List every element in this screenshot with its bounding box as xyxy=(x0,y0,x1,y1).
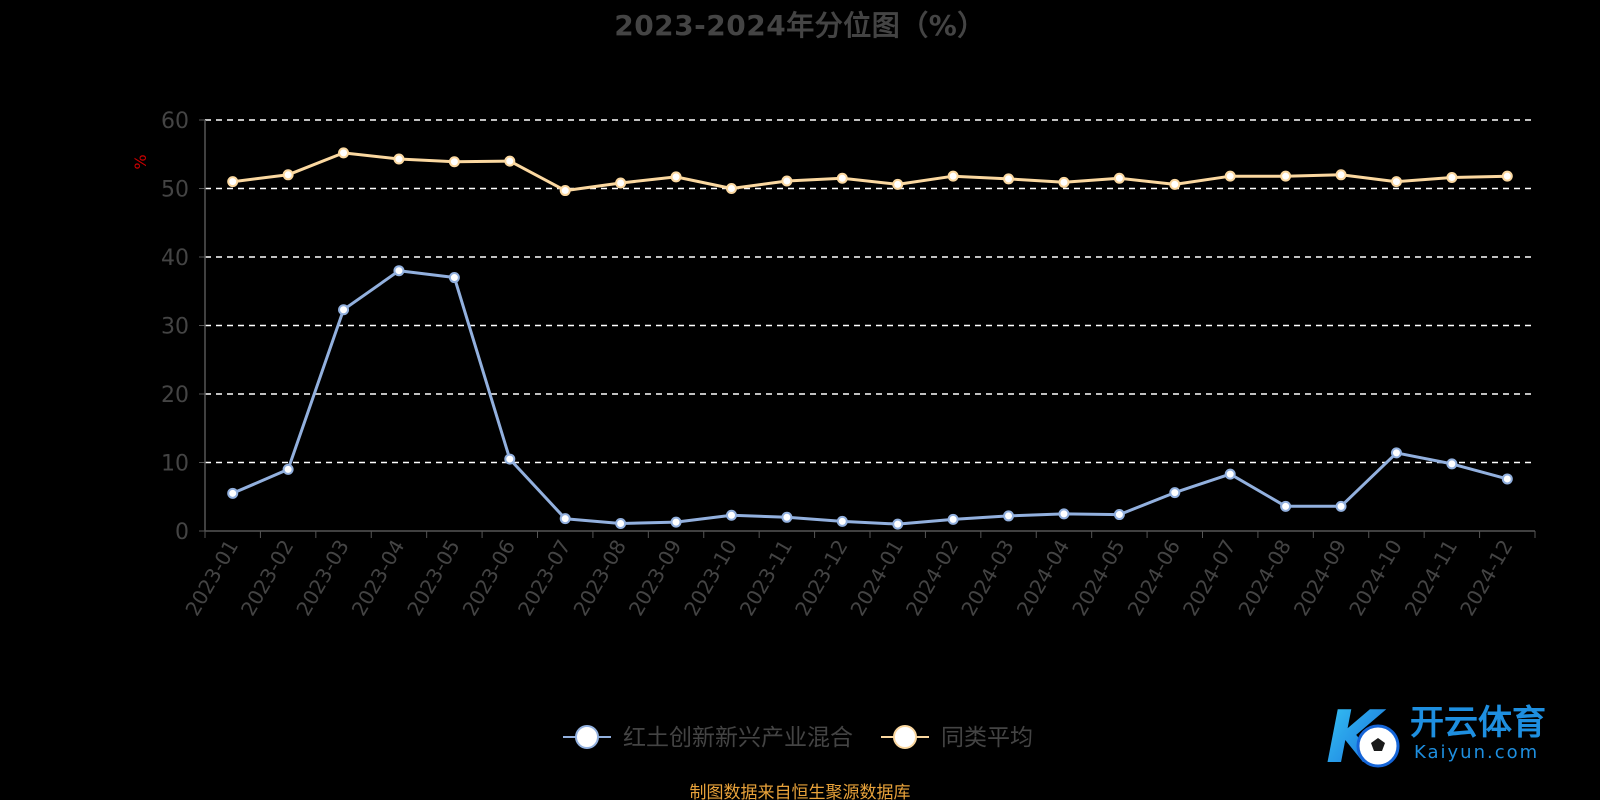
y-axis-label: % xyxy=(131,154,150,169)
y-tick-label: 50 xyxy=(161,178,189,203)
legend-marker-1 xyxy=(575,725,599,749)
data-point-series-1 xyxy=(892,518,904,530)
x-tick-label: 2024-09 xyxy=(1289,536,1352,620)
data-point-series-1 xyxy=(282,463,294,475)
data-point-series-2 xyxy=(615,177,627,189)
x-tick-label: 2023-10 xyxy=(679,536,742,620)
data-point-series-1 xyxy=(1113,509,1125,521)
x-tick-label: 2024-06 xyxy=(1123,536,1186,620)
data-point-series-1 xyxy=(1003,510,1015,522)
data-point-series-2 xyxy=(282,169,294,181)
x-tick-label: 2023-04 xyxy=(347,536,410,620)
x-tick-label: 2024-02 xyxy=(901,536,964,620)
data-point-series-2 xyxy=(448,156,460,168)
data-point-series-1 xyxy=(1335,500,1347,512)
data-point-series-1 xyxy=(1224,468,1236,480)
y-tick-label: 30 xyxy=(161,315,189,340)
y-tick-label: 10 xyxy=(161,452,189,477)
data-point-series-2 xyxy=(670,171,682,183)
y-tick-label: 0 xyxy=(175,520,189,545)
data-point-series-2 xyxy=(338,147,350,159)
source-note: 制图数据来自恒生聚源数据库 xyxy=(689,783,911,800)
data-point-series-2 xyxy=(781,175,793,187)
data-point-series-2 xyxy=(947,170,959,182)
data-point-series-2 xyxy=(1501,170,1513,182)
x-tick-label: 2023-02 xyxy=(236,536,299,620)
data-point-series-2 xyxy=(1390,176,1402,188)
data-point-series-1 xyxy=(1501,473,1513,485)
x-tick-label: 2023-08 xyxy=(568,536,631,620)
data-point-series-1 xyxy=(227,487,239,499)
x-tick-label: 2024-10 xyxy=(1344,536,1407,620)
data-point-series-1 xyxy=(725,509,737,521)
x-tick-label: 2023-05 xyxy=(402,536,465,620)
chart-title: 2023-2024年分位图（%） xyxy=(614,9,986,42)
x-tick-label: 2023-12 xyxy=(790,536,853,620)
y-tick-label: 20 xyxy=(161,383,189,408)
data-point-series-2 xyxy=(227,176,239,188)
data-point-series-1 xyxy=(448,272,460,284)
x-tick-label: 2024-05 xyxy=(1067,536,1130,620)
x-tick-label: 2024-08 xyxy=(1233,536,1296,620)
x-tick-label: 2023-03 xyxy=(291,536,354,620)
data-point-series-1 xyxy=(559,513,571,525)
data-point-series-2 xyxy=(1224,170,1236,182)
data-point-series-1 xyxy=(1446,458,1458,470)
data-point-series-2 xyxy=(1335,169,1347,181)
data-point-series-2 xyxy=(1169,178,1181,190)
series-line-2 xyxy=(232,151,1508,193)
x-tick-label: 2024-12 xyxy=(1455,536,1518,620)
legend-marker-2 xyxy=(893,725,917,749)
data-point-series-1 xyxy=(338,304,350,316)
x-tick-label: 2023-09 xyxy=(624,536,687,620)
watermark-domain-text: Kaiyun.com xyxy=(1414,742,1539,763)
data-point-series-1 xyxy=(1058,508,1070,520)
data-point-series-1 xyxy=(393,265,405,277)
y-tick-label: 60 xyxy=(161,109,189,134)
x-tick-label: 2024-03 xyxy=(956,536,1019,620)
data-point-series-2 xyxy=(559,185,571,197)
x-tick-label: 2024-11 xyxy=(1400,536,1463,620)
data-point-series-1 xyxy=(836,515,848,527)
data-point-series-1 xyxy=(1280,500,1292,512)
x-tick-label: 2024-01 xyxy=(845,536,908,620)
data-point-series-2 xyxy=(393,153,405,165)
x-tick-label: 2024-04 xyxy=(1012,536,1075,620)
data-point-series-1 xyxy=(781,511,793,523)
data-point-series-2 xyxy=(836,172,848,184)
data-point-series-1 xyxy=(1169,487,1181,499)
legend-label-2: 同类平均 xyxy=(941,725,1033,751)
x-tick-label: 2023-07 xyxy=(513,536,576,620)
data-point-series-1 xyxy=(615,517,627,529)
data-point-series-2 xyxy=(725,183,737,194)
data-point-series-2 xyxy=(1446,172,1458,184)
x-tick-label: 2023-01 xyxy=(180,536,243,620)
series-line-1 xyxy=(232,269,1508,526)
data-point-series-1 xyxy=(504,453,516,465)
legend-label-1: 红土创新新兴产业混合 xyxy=(623,725,853,751)
data-point-series-2 xyxy=(1280,170,1292,182)
kaiyun-watermark-logo: K 开云体育 Kaiyun.com xyxy=(1326,700,1546,779)
data-point-series-1 xyxy=(670,516,682,528)
data-point-series-2 xyxy=(892,178,904,190)
data-point-series-2 xyxy=(504,155,516,167)
data-point-series-2 xyxy=(1003,173,1015,185)
data-point-series-1 xyxy=(1390,447,1402,459)
y-tick-label: 40 xyxy=(161,246,189,271)
data-point-series-2 xyxy=(1058,176,1070,188)
x-tick-label: 2023-06 xyxy=(458,536,521,620)
x-tick-label: 2023-11 xyxy=(735,536,798,620)
x-tick-label: 2024-07 xyxy=(1178,536,1241,620)
watermark-brand-text: 开云体育 xyxy=(1410,703,1546,743)
data-point-series-2 xyxy=(1113,172,1125,184)
data-point-series-1 xyxy=(947,513,959,525)
